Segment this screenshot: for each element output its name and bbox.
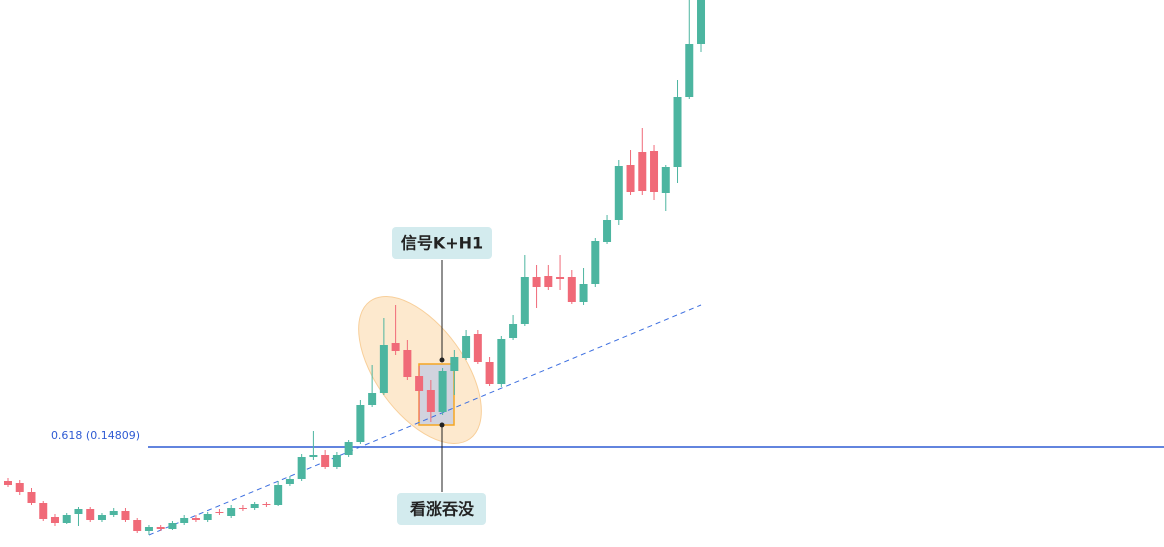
candle-body: [309, 455, 318, 457]
candle-body: [180, 518, 189, 523]
candle-body: [485, 362, 494, 384]
drawings: [358, 296, 482, 444]
candle-body: [567, 277, 576, 302]
candle-body: [509, 324, 518, 338]
candle-body: [121, 511, 130, 520]
candle-body: [697, 0, 706, 44]
candle-body: [250, 504, 259, 508]
candle-body: [673, 97, 682, 167]
candle-body: [321, 455, 330, 467]
candle-body: [86, 509, 95, 520]
candle-body: [650, 151, 659, 192]
highlight-box: [418, 363, 455, 426]
candle-body: [27, 492, 36, 503]
candle-body: [203, 514, 212, 520]
candle-body: [391, 343, 400, 351]
candle-body: [556, 277, 565, 279]
fib-label: 0.618 (0.14809): [51, 429, 140, 442]
candle-body: [227, 508, 236, 516]
candle-body: [50, 517, 59, 523]
candle-body: [544, 276, 553, 287]
candle-body: [332, 455, 341, 467]
candle-body: [591, 241, 600, 284]
candle-body: [39, 503, 48, 519]
candle-body: [15, 483, 24, 492]
candle-body: [579, 284, 588, 302]
candle-body: [109, 511, 118, 515]
candle-body: [685, 44, 694, 97]
candle-body: [450, 357, 459, 371]
candle-body: [661, 167, 670, 193]
plot: 0.618 (0.14809): [4, 0, 1164, 536]
candle-body: [532, 277, 541, 287]
candle-body: [4, 481, 12, 485]
candle-body: [274, 485, 283, 505]
candle-body: [403, 350, 412, 377]
candle-body: [262, 504, 271, 505]
candle-body: [379, 345, 388, 393]
candle-body: [462, 336, 471, 358]
candle-body: [356, 405, 365, 442]
candle-body: [368, 393, 377, 405]
callout-box: [392, 227, 492, 259]
candle-body: [603, 220, 612, 242]
candle-body: [168, 523, 177, 529]
candle-body: [238, 508, 247, 509]
candle-body: [497, 339, 506, 384]
candle-body: [626, 165, 635, 192]
callouts: 信号K+H1 看涨吞没: [392, 227, 492, 525]
callout-dot: [439, 357, 445, 363]
candle-body: [62, 515, 71, 523]
candle-body: [133, 520, 142, 531]
candle-body: [520, 277, 529, 324]
candle-body: [215, 512, 224, 513]
candle-body: [638, 152, 647, 191]
candle-body: [285, 479, 294, 484]
callout-label: 看涨吞没: [409, 500, 475, 519]
candle-body: [415, 376, 424, 391]
candle-body: [74, 509, 83, 514]
candle-body: [144, 527, 153, 531]
candle-body: [156, 527, 165, 529]
callout-dot: [439, 422, 445, 428]
candle-body: [426, 390, 435, 412]
callout-label: 信号K+H1: [401, 234, 483, 253]
candle-body: [191, 518, 200, 520]
trend-line: [148, 304, 702, 536]
candle-body: [438, 371, 447, 412]
callout-box: [397, 493, 486, 525]
candle-body: [344, 442, 353, 455]
candle-body: [473, 334, 482, 362]
candle-body: [614, 166, 623, 220]
candle-body: [97, 515, 106, 520]
candle-body: [297, 457, 306, 479]
